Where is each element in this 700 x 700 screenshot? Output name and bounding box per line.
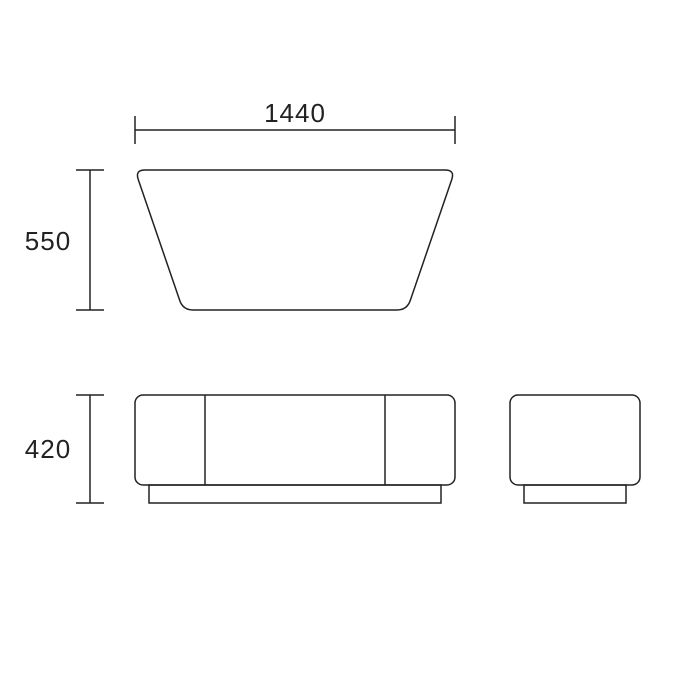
dimension-height-top-label: 550 (25, 226, 71, 256)
dimension-height-top (76, 170, 104, 310)
dimension-width-label: 1440 (264, 98, 326, 128)
dimension-height-bottom (76, 395, 104, 503)
side-view (510, 395, 640, 503)
top-view (137, 170, 452, 310)
front-view (135, 395, 455, 503)
dimension-height-bottom-label: 420 (25, 434, 71, 464)
